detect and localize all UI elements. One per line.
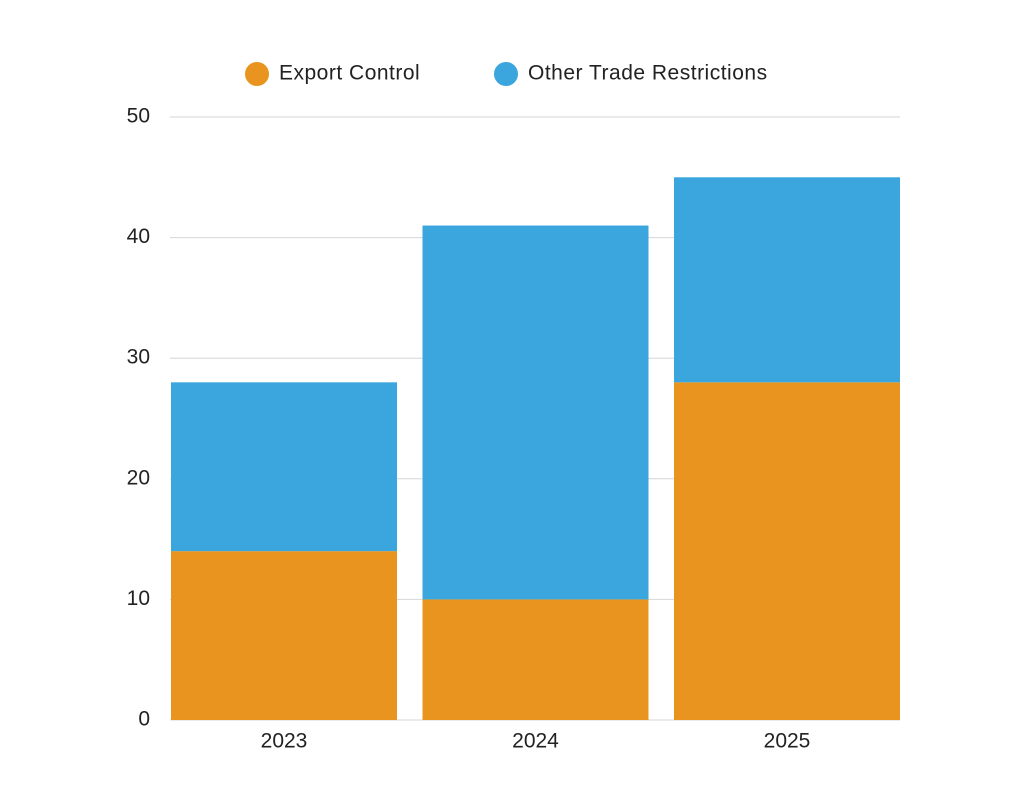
y-tick-label: 10 bbox=[127, 587, 150, 610]
y-tick-label: 40 bbox=[127, 225, 150, 248]
y-tick-label: 50 bbox=[127, 105, 150, 128]
y-tick-label: 20 bbox=[127, 466, 150, 489]
legend-swatch bbox=[245, 62, 269, 86]
y-tick-label: 0 bbox=[138, 708, 150, 731]
legend-swatch bbox=[494, 62, 518, 86]
y-tick-label: 30 bbox=[127, 346, 150, 369]
bar-segment bbox=[674, 177, 900, 383]
x-tick-label: 2023 bbox=[261, 730, 308, 753]
legend-label: Other Trade Restrictions bbox=[528, 62, 768, 85]
bar-segment bbox=[171, 382, 397, 552]
bar-segment bbox=[674, 382, 900, 720]
bar-segment bbox=[171, 551, 397, 720]
x-tick-label: 2025 bbox=[764, 730, 811, 753]
bar-segment bbox=[422, 599, 649, 720]
x-tick-label: 2024 bbox=[512, 730, 559, 753]
bar-segment bbox=[422, 225, 649, 600]
legend-label: Export Control bbox=[279, 62, 420, 85]
